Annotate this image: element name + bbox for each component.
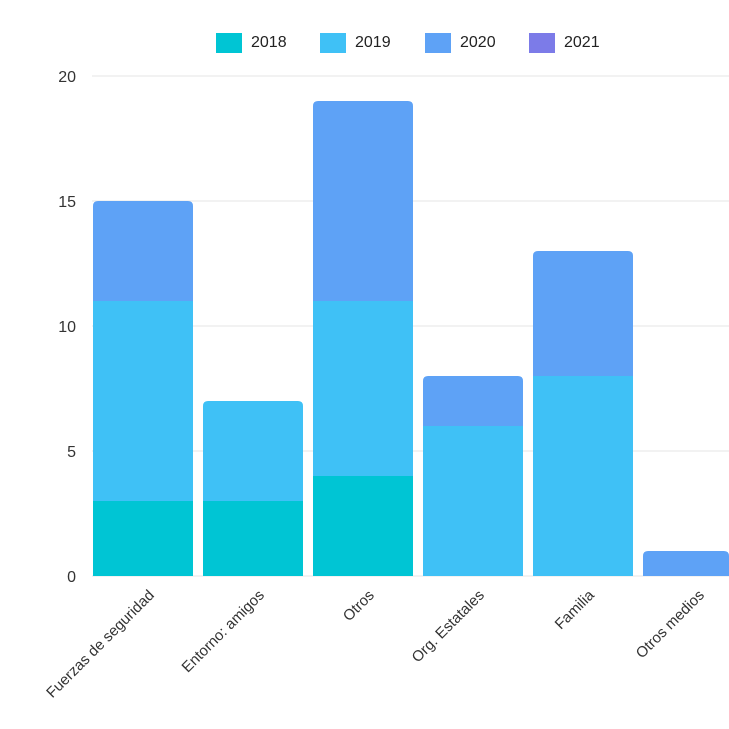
bar-segment-2020[interactable] — [423, 376, 523, 426]
bar-segment-2019[interactable] — [313, 301, 413, 476]
legend-swatch-2020 — [425, 33, 451, 53]
bar-segment-2018[interactable] — [203, 501, 303, 576]
bar-segment-2019[interactable] — [203, 401, 303, 501]
x-tick-label: Fuerzas de seguridad — [43, 587, 158, 702]
legend-label-2018: 2018 — [251, 34, 287, 51]
legend-item-2020[interactable]: 2020 — [425, 33, 496, 53]
bar-segment-2020[interactable] — [313, 101, 413, 301]
y-tick-label: 15 — [58, 194, 76, 211]
bar-segment-2020[interactable] — [643, 551, 729, 576]
x-tick-label: Otros — [340, 587, 378, 625]
y-axis: 0 5 10 15 20 — [58, 69, 76, 586]
x-axis: Fuerzas de seguridad Entorno: amigos Otros… — [43, 586, 708, 701]
y-tick-label: 10 — [58, 319, 76, 336]
legend-swatch-2021 — [529, 33, 555, 53]
x-tick-label: Otros medios — [633, 587, 708, 662]
bars — [93, 101, 729, 576]
legend-item-2021[interactable]: 2021 — [529, 33, 600, 53]
bar-segment-2020[interactable] — [93, 201, 193, 301]
x-tick-label: Entorno: amigos — [179, 587, 268, 676]
bar-segment-2019[interactable] — [533, 376, 633, 576]
legend-swatch-2018 — [216, 33, 242, 53]
legend-swatch-2019 — [320, 33, 346, 53]
bar-segment-2018[interactable] — [313, 476, 413, 576]
legend-label-2020: 2020 — [460, 34, 496, 51]
legend-label-2021: 2021 — [564, 34, 600, 51]
y-tick-label: 5 — [67, 444, 76, 461]
legend-item-2019[interactable]: 2019 — [320, 33, 391, 53]
bar-segment-2019[interactable] — [423, 426, 523, 576]
bar-segment-2018[interactable] — [93, 501, 193, 576]
x-tick-label: Org. Estatales — [409, 587, 488, 666]
bar-segment-2019[interactable] — [93, 301, 193, 501]
legend-label-2019: 2019 — [355, 34, 391, 51]
bar-segment-2020[interactable] — [533, 251, 633, 376]
legend: 2018 2019 2020 2021 — [0, 33, 729, 57]
y-tick-label: 20 — [58, 69, 76, 86]
x-tick-label: Familia — [552, 586, 599, 633]
y-tick-label: 0 — [67, 569, 76, 586]
legend-item-2018[interactable]: 2018 — [216, 33, 287, 53]
